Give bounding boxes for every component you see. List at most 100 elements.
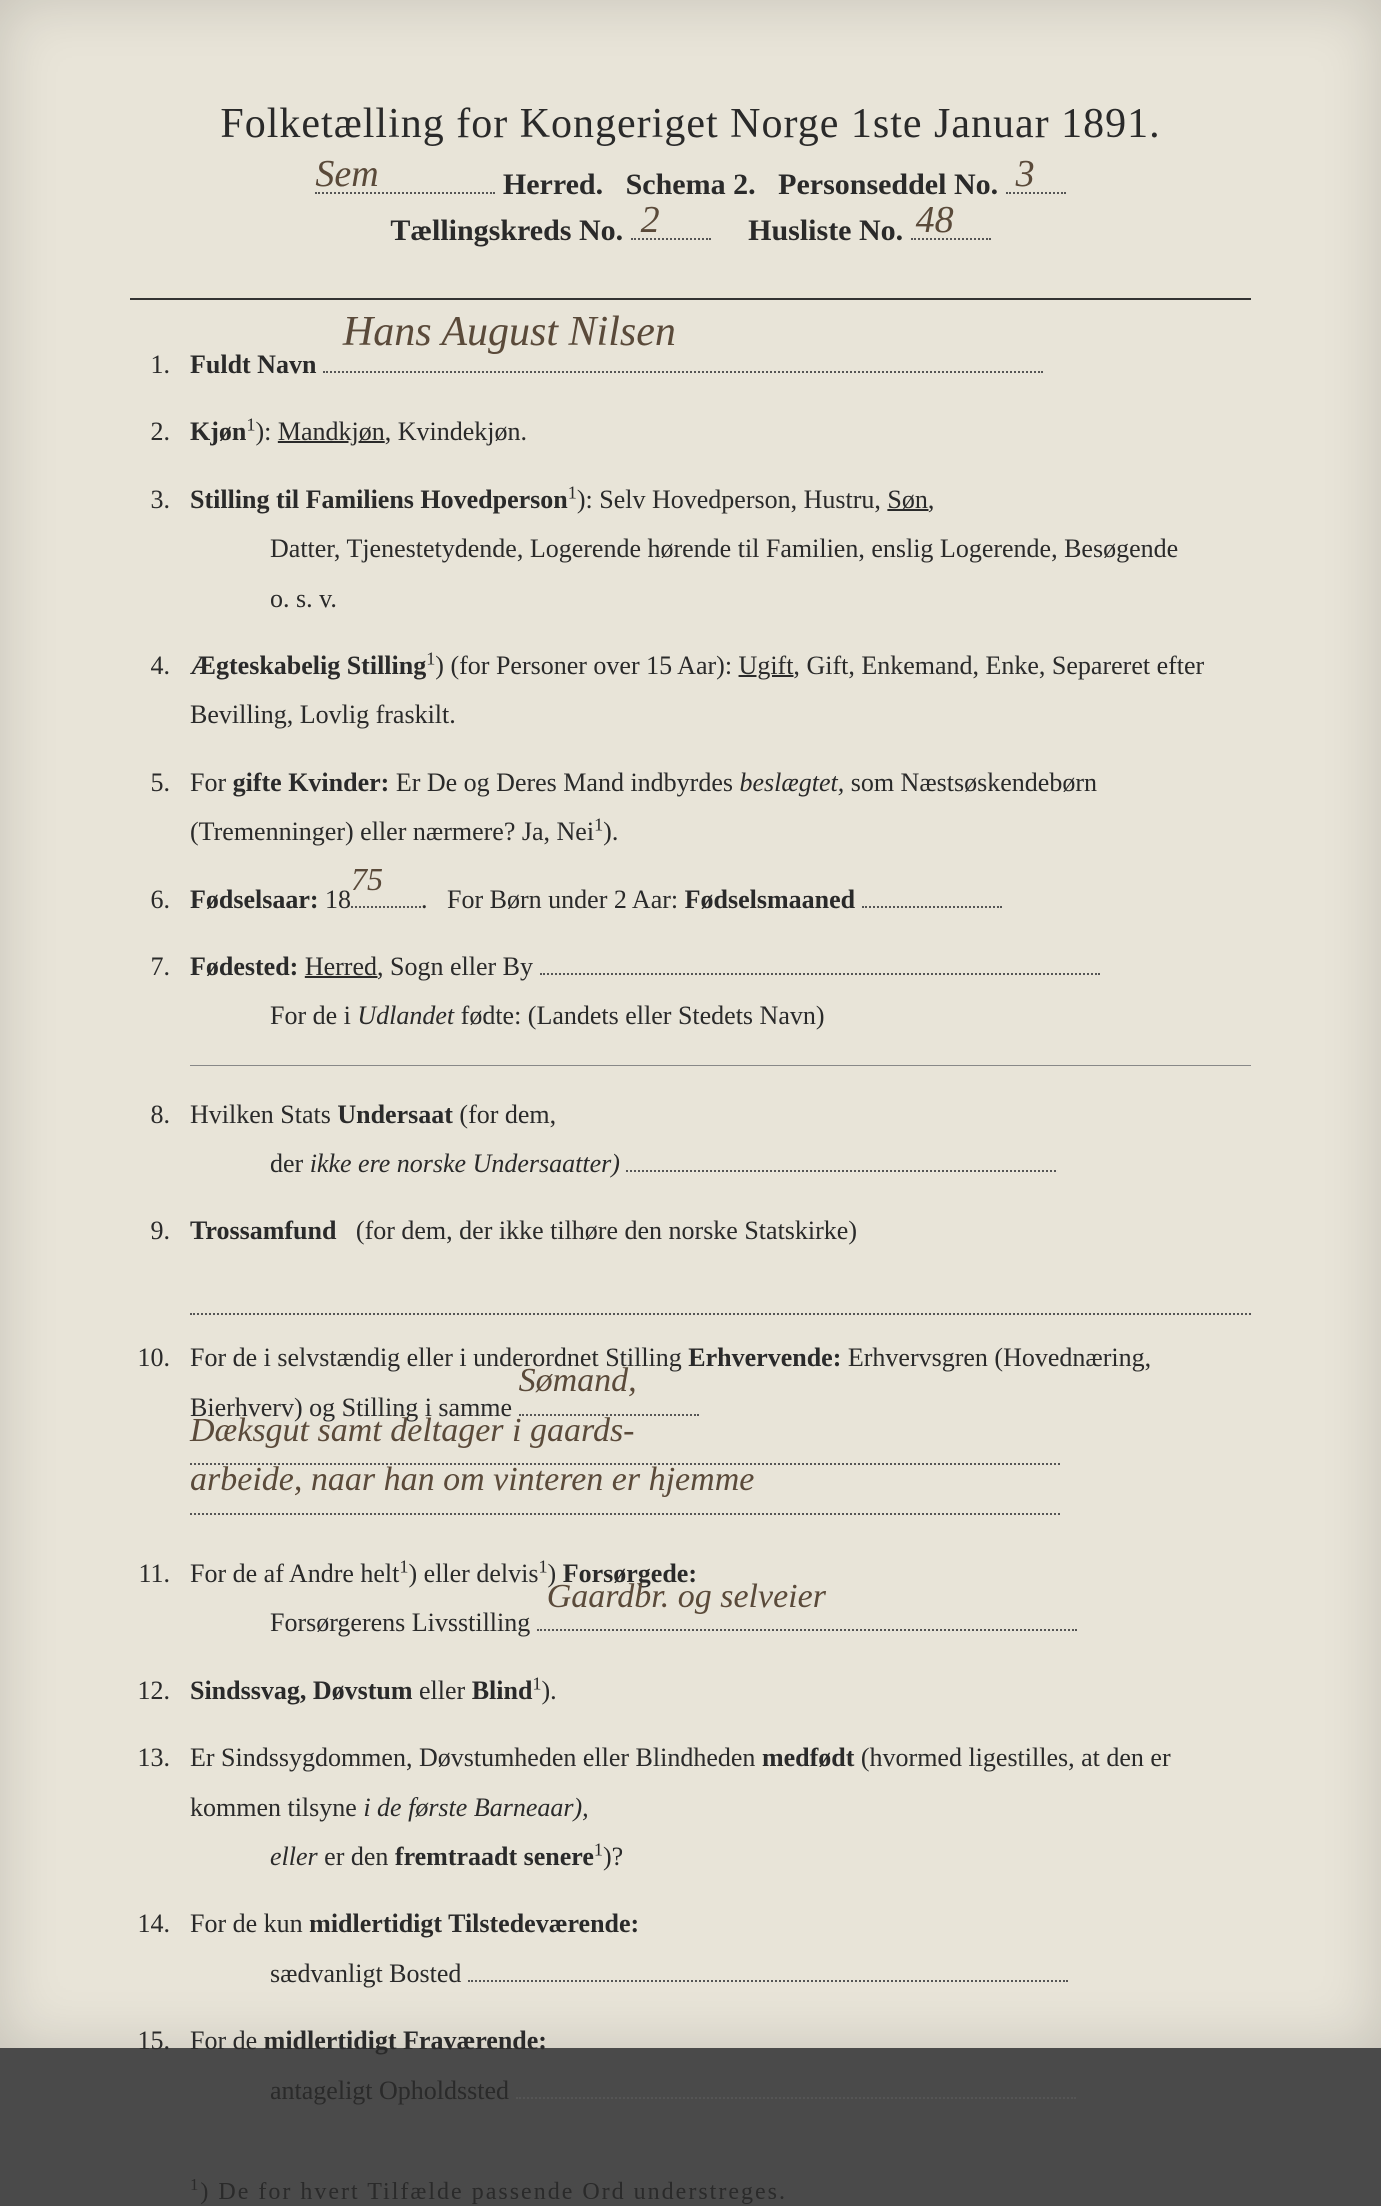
r3-text1: Selv Hovedperson, Hustru, — [599, 485, 887, 514]
r15-bold: midlertidigt Fraværende: — [264, 2026, 547, 2055]
r12-text: eller — [419, 1676, 465, 1705]
r9-text: (for dem, der ikke tilhøre den norske St… — [356, 1216, 857, 1245]
row-num-3: 3. — [130, 475, 190, 623]
r5-text: Er De og Deres Mand indbyrdes — [396, 768, 733, 797]
row-12: 12. Sindssvag, Døvstum eller Blind1). — [130, 1666, 1251, 1715]
r4-selected: Ugift, — [739, 651, 800, 680]
r14-bold: midlertidigt Tilstedeværende: — [309, 1909, 639, 1938]
r11-text2: eller delvis — [424, 1559, 539, 1588]
r7-text: Sogn eller By — [390, 952, 533, 981]
r9-bold: Trossamfund — [190, 1216, 336, 1245]
r7-text3: fødte: (Landets eller Stedets Navn) — [461, 1001, 825, 1030]
r10-bold: Erhvervende: — [688, 1343, 841, 1372]
row-6: 6. Fødselsaar: 1875. For Børn under 2 Aa… — [130, 875, 1251, 924]
row-num-12: 12. — [130, 1666, 190, 1715]
row-num-11: 11. — [130, 1549, 190, 1648]
schema-label: Schema 2. — [626, 168, 756, 201]
r7-italic: Udlandet — [357, 1001, 454, 1030]
row-num-10: 10. — [130, 1333, 190, 1531]
r8-text3: der — [270, 1149, 303, 1178]
kreds-label: Tællingskreds No. — [390, 214, 623, 247]
herred-label: Herred. — [503, 168, 603, 201]
row-num-15: 15. — [130, 2016, 190, 2115]
row-9: 9. Trossamfund (for dem, der ikke tilhør… — [130, 1206, 1251, 1255]
r8-text1: Hvilken Stats — [190, 1100, 331, 1129]
r3-text2: Datter, Tjenestetydende, Logerende høren… — [190, 534, 1178, 563]
header-row-1: Sem Herred. Schema 2. Personseddel No. 3 — [130, 168, 1251, 202]
r5-italic: beslægtet, — [740, 768, 845, 797]
kjon-selected: Mandkjøn — [278, 417, 385, 446]
row-num-8: 8. — [130, 1090, 190, 1189]
r11-hw: Gaardbr. og selveier — [547, 1565, 826, 1630]
r13-text3: er den — [324, 1842, 388, 1871]
row-14: 14. For de kun midlertidigt Tilstedevære… — [130, 1899, 1251, 1998]
row-7: 7. Fødested: Herred, Sogn eller By For d… — [130, 942, 1251, 1041]
r11-text3: Forsørgerens Livsstilling — [190, 1608, 530, 1637]
row-num-9: 9. — [130, 1206, 190, 1255]
r8-italic: ikke ere norske Undersaatter) — [310, 1149, 620, 1178]
r12-bold: Sindssvag, Døvstum — [190, 1676, 413, 1705]
r14-text2: sædvanligt Bosted — [190, 1959, 461, 1988]
r11-text1: For de af Andre helt — [190, 1559, 399, 1588]
r13-text1: Er Sindssygdommen, Døvstumheden eller Bl… — [190, 1743, 755, 1772]
r4-paren: (for Personer over 15 Aar): — [450, 651, 732, 680]
row-num-2: 2. — [130, 407, 190, 456]
header-divider — [130, 298, 1251, 300]
label-navn: Fuldt Navn — [190, 350, 316, 379]
r5-label: For gifte Kvinder: — [190, 768, 389, 797]
personseddel-label: Personseddel No. — [778, 168, 998, 201]
r15-text1: For de — [190, 2026, 257, 2055]
r13-bold2: fremtraadt senere — [395, 1842, 594, 1871]
census-form-page: Folketælling for Kongeriget Norge 1ste J… — [0, 0, 1381, 2048]
row-8: 8. Hvilken Stats Undersaat (for dem, der… — [130, 1090, 1251, 1189]
r10-hw3: arbeide, naar han om vinteren er hjemme — [190, 1448, 754, 1513]
row-2: 2. Kjøn1): Mandkjøn, Kvindekjøn. — [130, 407, 1251, 456]
row-13: 13. Er Sindssygdommen, Døvstumheden elle… — [130, 1733, 1251, 1881]
kreds-value: 2 — [641, 198, 660, 242]
header-row-2: Tællingskreds No. 2 Husliste No. 48 — [130, 214, 1251, 248]
row-3: 3. Stilling til Familiens Hovedperson1):… — [130, 475, 1251, 623]
name-value: Hans August Nilsen — [343, 293, 676, 373]
r13-italic2: eller — [270, 1842, 318, 1871]
row-num-13: 13. — [130, 1733, 190, 1881]
form-header: Folketælling for Kongeriget Norge 1ste J… — [130, 100, 1251, 248]
form-body: 1. Fuldt Navn Hans August Nilsen 2. Kjøn… — [130, 340, 1251, 2115]
label-fodested: Fødested: — [190, 952, 298, 981]
r6-prefix: 18 — [325, 885, 351, 914]
row-1: 1. Fuldt Navn Hans August Nilsen — [130, 340, 1251, 389]
r13-line2: eller er den fremtraadt senere1)? — [190, 1842, 623, 1871]
r9-fill — [190, 1274, 1251, 1316]
row-15: 15. For de midlertidigt Fraværende: anta… — [130, 2016, 1251, 2115]
label-fodselsmaaned: Fødselsmaaned — [685, 885, 855, 914]
r7-selected: Herred, — [305, 952, 384, 981]
personseddel-value: 3 — [1016, 152, 1035, 196]
row-11: 11. For de af Andre helt1) eller delvis1… — [130, 1549, 1251, 1648]
row-num-1: 1. — [130, 340, 190, 389]
r15-text2: antageligt Opholdssted — [190, 2076, 509, 2105]
r6-text2: For Børn under 2 Aar: — [447, 885, 678, 914]
r13-bold: medfødt — [762, 1743, 854, 1772]
label-fodselsaar: Fødselsaar: — [190, 885, 319, 914]
r7-text2: For de i — [270, 1001, 351, 1030]
husliste-value: 48 — [916, 198, 954, 242]
r12-bold2: Blind — [472, 1676, 533, 1705]
r7-line2: For de i Udlandet fødte: (Landets eller … — [190, 1001, 825, 1030]
row-10: 10. For de i selvstændig eller i underor… — [130, 1333, 1251, 1531]
r8-bold: Undersaat — [337, 1100, 453, 1129]
label-stilling: Stilling til Familiens Hovedperson — [190, 485, 568, 514]
label-kjon: Kjøn — [190, 417, 246, 446]
r8-line2: der ikke ere norske Undersaatter) — [190, 1149, 626, 1178]
herred-value: Sem — [315, 152, 378, 196]
label-aegte: Ægteskabelig Stilling — [190, 651, 426, 680]
row-num-4: 4. — [130, 641, 190, 740]
form-title: Folketælling for Kongeriget Norge 1ste J… — [130, 100, 1251, 148]
r13-italic: i de første Barneaar), — [363, 1793, 588, 1822]
r8-text2: (for dem, — [459, 1100, 556, 1129]
husliste-label: Husliste No. — [748, 214, 903, 247]
r3-selected: Søn, — [887, 485, 934, 514]
footnote: 1) De for hvert Tilfælde passende Ord un… — [130, 2175, 1251, 2206]
row-num-7: 7. — [130, 942, 190, 1041]
r14-text1: For de kun — [190, 1909, 303, 1938]
row-num-6: 6. — [130, 875, 190, 924]
row-num-14: 14. — [130, 1899, 190, 1998]
